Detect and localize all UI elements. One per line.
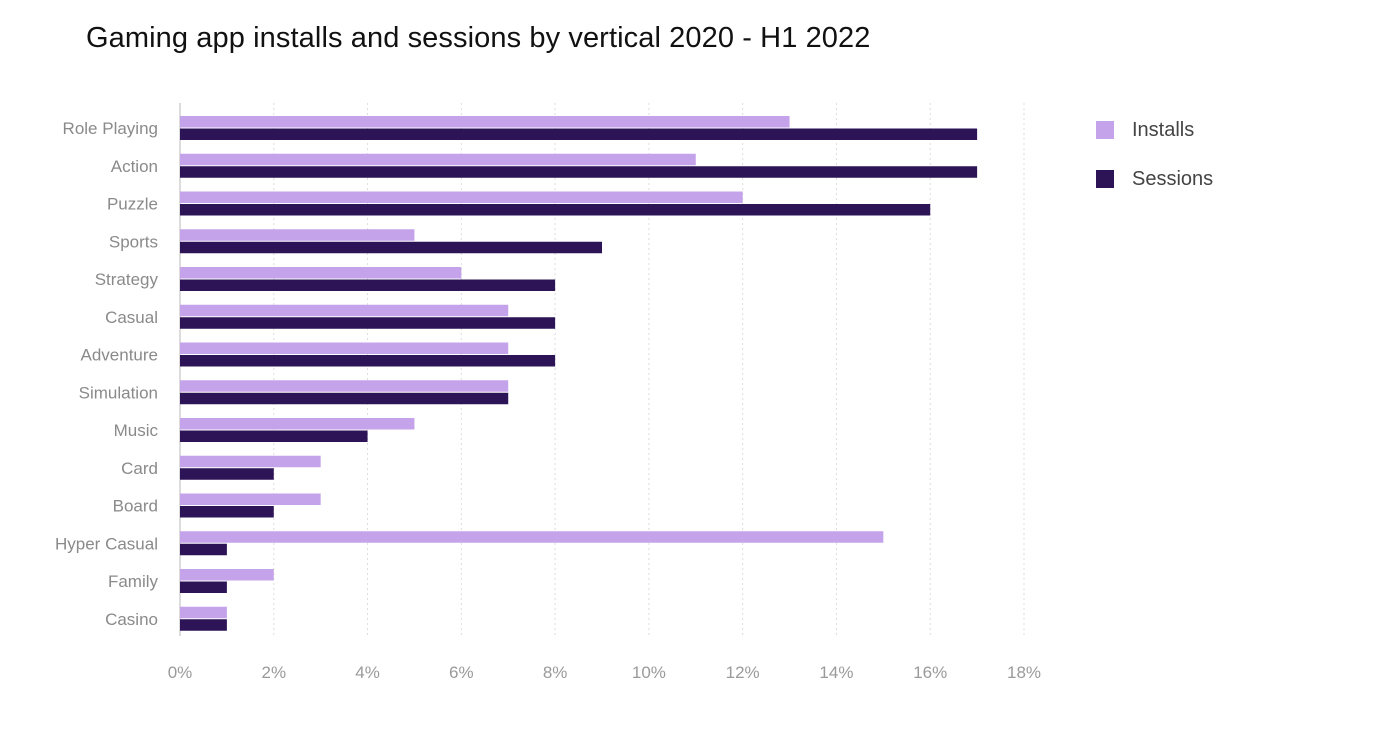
bar-sessions [180, 581, 227, 593]
category-label: Adventure [81, 346, 159, 365]
category-label: Family [108, 572, 159, 591]
bar-installs [180, 229, 415, 241]
bar-installs [180, 191, 743, 203]
x-tick-label: 12% [726, 663, 760, 682]
bar-sessions [180, 204, 931, 216]
x-tick-label: 6% [449, 663, 474, 682]
bar-sessions [180, 430, 368, 442]
category-label: Simulation [79, 383, 158, 402]
legend-label-installs: Installs [1132, 118, 1195, 141]
category-label: Music [114, 421, 159, 440]
legend-swatch-installs [1096, 121, 1114, 139]
category-label: Strategy [95, 270, 159, 289]
bar-sessions [180, 241, 602, 254]
legend-item-installs: Installs [1096, 116, 1213, 144]
category-label: Casual [105, 308, 158, 327]
category-label: Casino [105, 610, 158, 629]
bar-sessions [180, 279, 556, 291]
category-label: Card [121, 459, 158, 478]
bar-installs [180, 455, 321, 468]
bar-sessions [180, 166, 978, 178]
bar-sessions [180, 543, 227, 556]
bar-sessions [180, 355, 556, 367]
category-label: Board [113, 497, 158, 516]
legend-label-sessions: Sessions [1132, 167, 1214, 190]
legend: Installs Sessions [1096, 116, 1213, 214]
bar-installs [180, 380, 509, 392]
bar-installs [180, 493, 321, 505]
bar-installs [180, 342, 509, 354]
bar-installs [180, 153, 696, 166]
category-label: Action [111, 157, 158, 176]
bar-installs [180, 267, 462, 279]
bar-installs [180, 116, 790, 128]
bar-sessions [180, 468, 274, 480]
bar-sessions [180, 317, 556, 329]
legend-item-sessions: Sessions [1096, 165, 1213, 193]
x-tick-label: 2% [261, 663, 286, 682]
bar-sessions [180, 392, 509, 405]
category-label: Role Playing [63, 119, 158, 138]
category-label: Hyper Casual [55, 534, 158, 553]
category-label: Puzzle [107, 195, 158, 214]
x-tick-label: 8% [543, 663, 568, 682]
chart-title: Gaming app installs and sessions by vert… [86, 22, 871, 54]
x-tick-label: 16% [913, 663, 947, 682]
bar-sessions [180, 619, 227, 631]
bar-installs [180, 569, 274, 581]
bar-sessions [180, 506, 274, 518]
bar-installs [180, 304, 509, 317]
bar-installs [180, 531, 884, 543]
x-tick-label: 4% [355, 663, 380, 682]
x-tick-label: 14% [819, 663, 853, 682]
legend-swatch-sessions [1096, 170, 1114, 188]
bar-installs [180, 606, 227, 619]
category-label: Sports [109, 232, 158, 251]
bar-sessions [180, 128, 978, 140]
x-tick-label: 0% [168, 663, 193, 682]
x-tick-label: 18% [1007, 663, 1041, 682]
bar-installs [180, 418, 415, 430]
x-tick-label: 10% [632, 663, 666, 682]
